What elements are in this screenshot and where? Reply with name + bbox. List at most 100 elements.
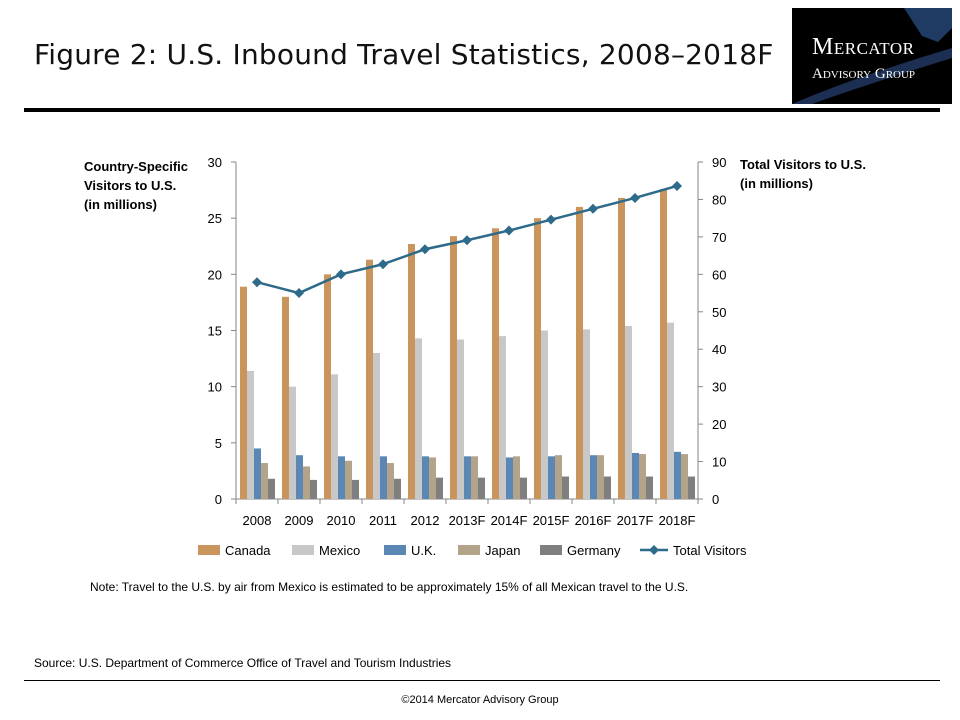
bar-japan	[345, 460, 352, 499]
right-axis-title: Total Visitors to U.S. (in millions)	[740, 157, 866, 191]
logo-swoosh-icon	[792, 8, 952, 104]
bar-germany	[478, 477, 485, 499]
bar-mexico	[373, 352, 380, 499]
bar-canada	[282, 296, 289, 499]
total-visitors-point	[672, 180, 682, 191]
bar-canada	[324, 274, 331, 499]
logo-line-1: Mercator	[812, 34, 915, 60]
bar-u-k	[590, 455, 597, 499]
left-axis-tick-label: 15	[208, 324, 222, 339]
total-visitors-point	[588, 203, 598, 214]
bar-mexico	[499, 336, 506, 499]
right-axis-tick-label: 10	[712, 455, 726, 470]
bar-canada	[492, 228, 499, 499]
copyright-text: ©2014 Mercator Advisory Group	[401, 694, 559, 706]
bar-germany	[562, 476, 569, 499]
bar-u-k	[380, 456, 387, 499]
x-axis-tick-label: 2012	[411, 513, 440, 528]
title-divider	[24, 108, 940, 112]
bar-japan	[681, 454, 688, 499]
total-visitors-point	[504, 225, 514, 236]
bar-mexico	[667, 322, 674, 499]
bar-germany	[646, 476, 653, 499]
x-axis-tick-label: 2008	[243, 513, 272, 528]
logo-line-2: Advisory Group	[812, 66, 916, 82]
bar-japan	[597, 455, 604, 499]
bar-canada	[450, 236, 457, 499]
x-axis-tick-label: 2014F	[491, 513, 528, 528]
bar-japan	[387, 463, 394, 499]
bar-canada	[366, 259, 373, 499]
total-visitors-point	[630, 192, 640, 203]
total-visitors-point	[252, 277, 262, 288]
right-axis-tick-label: 0	[712, 492, 719, 507]
bar-japan	[513, 456, 520, 499]
bar-germany	[310, 479, 317, 499]
bar-mexico	[583, 329, 590, 499]
total-visitors-point	[462, 235, 472, 246]
legend-swatch-japan	[458, 545, 480, 555]
bar-japan	[261, 463, 268, 499]
legend-label-total-visitors: Total Visitors	[673, 543, 747, 558]
right-axis-tick-label: 30	[712, 380, 726, 395]
total-visitors-point	[336, 269, 346, 280]
bar-japan	[639, 454, 646, 499]
source-text: Source: U.S. Department of Commerce Offi…	[34, 656, 452, 670]
x-axis-tick-label: 2011	[369, 513, 397, 528]
bar-canada	[576, 206, 583, 499]
bar-mexico	[457, 339, 464, 499]
bar-japan	[429, 457, 436, 499]
right-axis-tick-label: 80	[712, 192, 726, 207]
legend-swatch-mexico	[292, 545, 314, 555]
bar-u-k	[464, 456, 471, 499]
bar-germany	[688, 476, 695, 499]
bar-canada	[408, 244, 415, 499]
legend-label-japan: Japan	[485, 543, 520, 558]
page-title: Figure 2: U.S. Inbound Travel Statistics…	[34, 38, 774, 71]
bar-mexico	[541, 330, 548, 499]
bar-u-k	[674, 451, 681, 499]
left-axis-title: Country-Specific Visitors to U.S. (in mi…	[84, 159, 189, 212]
bar-germany	[352, 479, 359, 499]
left-axis-tick-label: 25	[208, 211, 222, 226]
right-axis-tick-label: 20	[712, 417, 726, 432]
bar-japan	[471, 456, 478, 499]
mercator-logo: Mercator Advisory Group	[792, 8, 952, 104]
bar-u-k	[506, 457, 513, 499]
right-axis-tick-label: 60	[712, 267, 726, 282]
x-axis-tick-label: 2010	[327, 513, 356, 528]
legend-label-canada: Canada	[225, 543, 271, 558]
bar-japan	[555, 455, 562, 499]
bar-mexico	[247, 370, 254, 499]
legend-swatch-canada	[198, 545, 220, 555]
legend-marker-total-visitors	[649, 545, 659, 555]
left-axis-tick-label: 30	[208, 155, 222, 170]
legend-label-mexico: Mexico	[319, 543, 360, 558]
bar-germany	[604, 476, 611, 499]
x-axis-tick-label: 2013F	[449, 513, 486, 528]
bar-canada	[534, 218, 541, 499]
bar-u-k	[254, 448, 261, 499]
left-axis-tick-label: 20	[208, 267, 222, 282]
bar-mexico	[625, 326, 632, 499]
total-visitors-point	[378, 259, 388, 270]
x-axis-tick-label: 2009	[285, 513, 314, 528]
bar-germany	[436, 477, 443, 499]
x-axis-tick-label: 2016F	[575, 513, 612, 528]
bar-line-chart: 0 5 10 15 20 25 30 0 10 20 30 40 50 60 70 80 90 2008 2009 2…	[198, 155, 747, 558]
legend-swatch-u-k	[384, 545, 406, 555]
chart-note: Note: Travel to the U.S. by air from Mex…	[90, 580, 689, 594]
left-axis-tick-label: 10	[208, 380, 222, 395]
bar-germany	[520, 477, 527, 499]
bar-japan	[303, 466, 310, 499]
bar-germany	[394, 478, 401, 499]
total-visitors-point	[294, 288, 304, 299]
right-axis-tick-label: 50	[712, 305, 726, 320]
right-axis-tick-label: 90	[712, 155, 726, 170]
bar-u-k	[422, 456, 429, 499]
legend-swatch-germany	[540, 545, 562, 555]
left-axis-tick-label: 5	[215, 436, 222, 451]
bar-mexico	[415, 338, 422, 499]
total-visitors-point	[546, 214, 556, 225]
bar-u-k	[338, 456, 345, 499]
